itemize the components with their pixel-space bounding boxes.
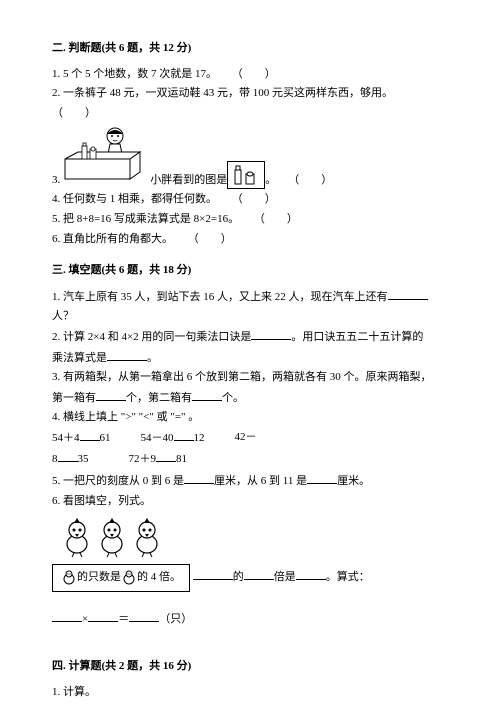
s3-q5a: 5. 一把尺的刻度从 0 到 6 是 <box>52 475 184 487</box>
s2-q1-text: 1. 5 个 5 个地数，数 7 次就是 17。 <box>52 68 217 80</box>
s3-q6-box-row: 的只数是 的 4 倍。 的 倍是 。算式： <box>52 560 448 596</box>
blank <box>307 472 337 484</box>
boy-box-drawing <box>60 124 150 189</box>
eq5a: 72＋9 <box>129 453 157 465</box>
blank <box>296 568 326 580</box>
s3-q5b: 厘米，从 6 到 11 是 <box>214 475 307 487</box>
tail-b: 倍是 <box>274 571 296 583</box>
s2-q1: 1. 5 个 5 个地数，数 7 次就是 17。 （ ） <box>52 66 448 84</box>
s3-q4-row1: 54＋4 61 54－40 12 42－ <box>52 429 448 448</box>
s2-q6-paren: （ ） <box>188 231 232 249</box>
eq4b: 35 <box>78 453 89 465</box>
blank <box>52 610 82 622</box>
s3-q2c: 乘法算式是 <box>52 352 107 364</box>
s3-q4-row2: 835 72＋9 81 <box>52 450 448 469</box>
s2-q6: 6. 直角比所有的角都大。 （ ） <box>52 231 448 249</box>
section4-header: 四. 计算题(共 2 题，共 16 分) <box>52 658 448 676</box>
s2-q2-paren-row: （ ） <box>52 105 448 123</box>
blank <box>192 389 222 401</box>
blank <box>156 450 176 462</box>
s2-q3: 3. 小胖看到的图是 。 （ <box>52 124 448 189</box>
eq2a: 54－40 <box>141 432 174 444</box>
blank <box>88 610 118 622</box>
s2-q3-mid: 小胖看到的图是 <box>150 172 227 190</box>
s3-q4: 4. 横线上填上 ">" "<" 或 "=" 。 <box>52 409 448 427</box>
s2-q2: 2. 一条裤子 48 元，一双运动鞋 43 元，带 100 元买这两样东西，够用… <box>52 85 448 103</box>
bottle-answer-box <box>227 161 265 189</box>
eq1: 54＋4 61 <box>52 429 111 448</box>
s3-q6: 6. 看图填空，列式。 <box>52 493 448 511</box>
s2-q4-paren: （ ） <box>232 191 276 209</box>
blank <box>107 349 147 361</box>
blank <box>251 328 291 340</box>
chicks-sentence-box: 的只数是 的 4 倍。 <box>52 564 190 592</box>
s2-q5: 5. 把 8+8=16 写成乘法算式是 8×2=16。 （ ） <box>52 211 448 229</box>
chicks-drawing <box>60 516 448 558</box>
s3-q5: 5. 一把尺的刻度从 0 到 6 是 厘米，从 6 到 11 是 厘米。 <box>52 472 448 491</box>
blank <box>184 472 214 484</box>
s3-q2a: 2. 计算 2×4 和 4×2 用的同一句乘法口诀是 <box>52 331 251 343</box>
eq5: 72＋9 81 <box>129 450 188 469</box>
s3-q2-line2: 乘法算式是 。 <box>52 349 448 368</box>
s2-q4-text: 4. 任何数与 1 相乘，都得任何数。 <box>52 193 217 205</box>
feq: ＝ <box>118 613 129 625</box>
blank <box>129 610 159 622</box>
blank <box>96 389 126 401</box>
s3-q3-line2: 第一箱有 个，第二箱有 个。 <box>52 389 448 408</box>
blank <box>58 450 78 462</box>
blank <box>244 568 274 580</box>
eq1b: 61 <box>100 432 111 444</box>
s3-q5c: 厘米。 <box>337 475 370 487</box>
s3-q2: 2. 计算 2×4 和 4×2 用的同一句乘法口诀是 。用口诀五五二十五计算的 <box>52 328 448 347</box>
s2-q2-text: 2. 一条裤子 48 元，一双运动鞋 43 元，带 100 元买这两样东西，够用… <box>52 87 393 99</box>
s2-q6-text: 6. 直角比所有的角都大。 <box>52 233 173 245</box>
box-b: 的 4 倍。 <box>137 571 181 583</box>
eq3: 42－ <box>235 429 257 448</box>
s3-q1: 1. 汽车上原有 35 人，到站下去 16 人，又上来 22 人，现在汽车上还有 <box>52 288 448 307</box>
tail-c: 。算式： <box>326 571 370 583</box>
s2-q5-text: 5. 把 8+8=16 写成乘法算式是 8×2=16。 <box>52 213 239 225</box>
s2-q3-period: 。 <box>265 172 276 190</box>
section3-header: 三. 填空题(共 6 题，共 18 分) <box>52 262 448 280</box>
s3-q1-line2: 人？ <box>52 308 448 326</box>
tail-a: 的 <box>233 571 244 583</box>
s2-q1-paren: （ ） <box>232 66 276 84</box>
s3-q1b: 人？ <box>52 310 74 322</box>
eq1a: 54＋4 <box>52 432 80 444</box>
eq5b: 81 <box>176 453 187 465</box>
s2-q3-prefix: 3. <box>52 172 60 190</box>
s2-q4: 4. 任何数与 1 相乘，都得任何数。 （ ） <box>52 191 448 209</box>
s4-q1: 1. 计算。 <box>52 684 448 702</box>
blank <box>80 429 100 441</box>
blank <box>193 568 233 580</box>
s2-q3-paren: （ ） <box>288 172 332 190</box>
s2-q5-paren: （ ） <box>254 211 298 229</box>
s3-q2d: 。 <box>147 352 158 364</box>
eq3a: 42－ <box>235 431 257 443</box>
s3-q6-formula: ×＝（只） <box>52 610 448 629</box>
s3-q3b: 第一箱有 <box>52 392 96 404</box>
s3-q3c: 个，第二箱有 <box>126 392 192 404</box>
s3-q3: 3. 有两箱梨，从第一箱拿出 6 个放到第二箱，两箱就各有 30 个。原来两箱梨… <box>52 369 448 387</box>
s3-q3d: 个。 <box>222 392 244 404</box>
eq2: 54－40 12 <box>141 429 205 448</box>
eq2b: 12 <box>194 432 205 444</box>
s3-q1a: 1. 汽车上原有 35 人，到站下去 16 人，又上来 22 人，现在汽车上还有 <box>52 291 388 303</box>
box-a: 的只数是 <box>77 571 121 583</box>
s3-q2b: 。用口诀五五二十五计算的 <box>291 331 423 343</box>
funit: （只） <box>159 613 192 625</box>
blank <box>388 288 428 300</box>
blank <box>174 429 194 441</box>
s2-q2-paren: （ ） <box>52 105 96 123</box>
section2-header: 二. 判断题(共 6 题，共 12 分) <box>52 40 448 58</box>
eq4: 835 <box>52 450 89 469</box>
s3-q3a: 3. 有两箱梨，从第一箱拿出 6 个放到第二箱，两箱就各有 30 个。原来两箱梨… <box>52 371 432 383</box>
